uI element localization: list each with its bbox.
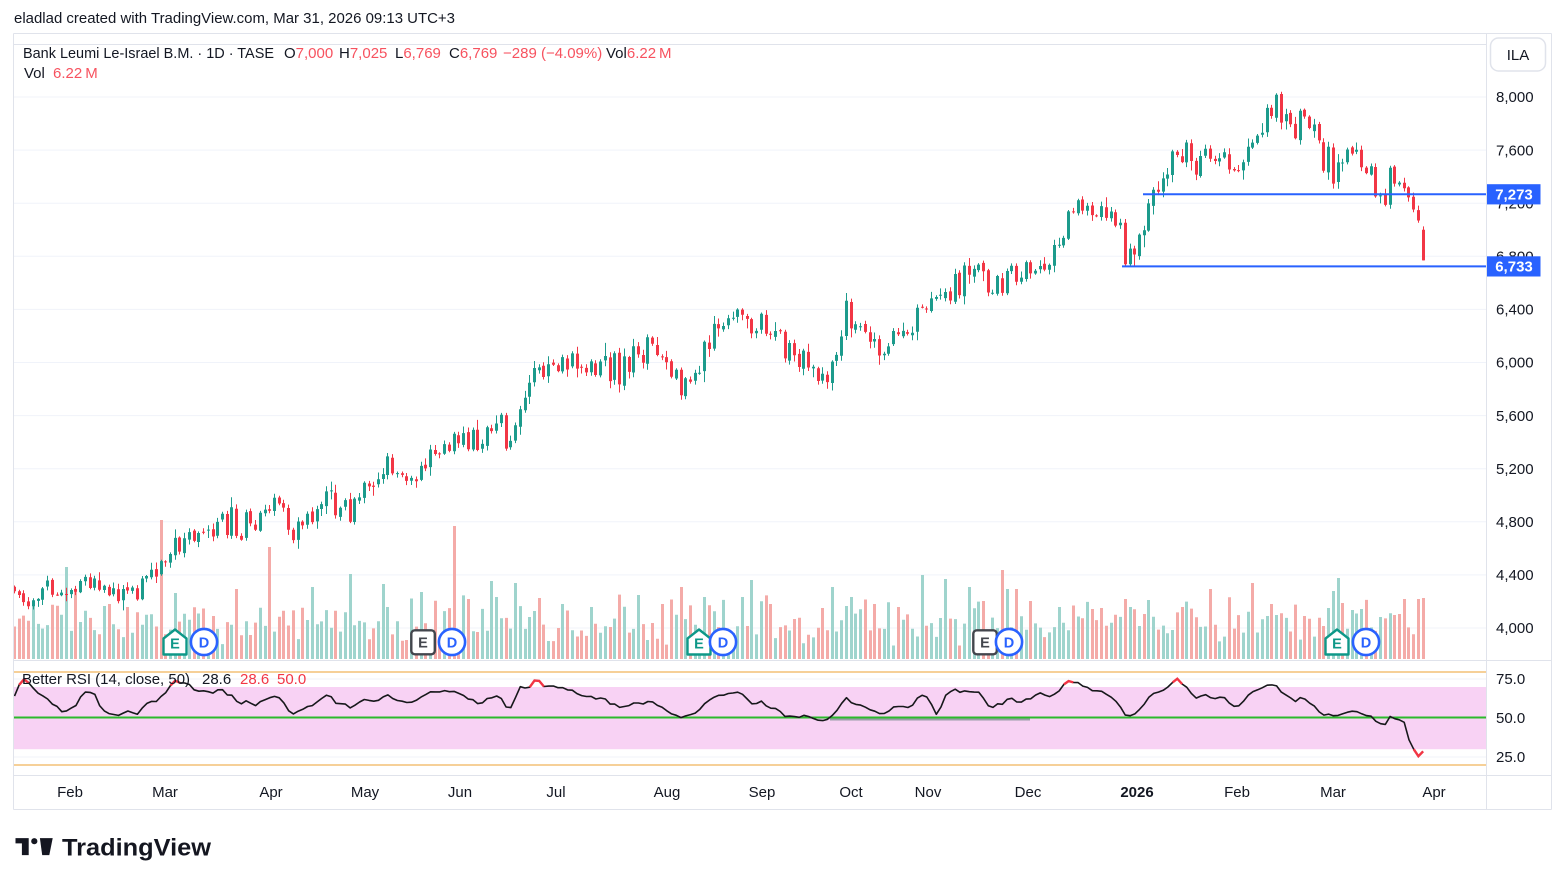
svg-text:5,600: 5,600 — [1496, 408, 1534, 425]
svg-text:eladlad created with TradingVi: eladlad created with TradingView.com, Ma… — [14, 10, 455, 27]
svg-text:Feb: Feb — [57, 784, 83, 801]
svg-text:2026: 2026 — [1120, 784, 1153, 801]
svg-text:50.0: 50.0 — [277, 671, 306, 688]
svg-text:6,733: 6,733 — [1495, 259, 1533, 276]
svg-text:ILA: ILA — [1507, 47, 1530, 64]
svg-text:Dec: Dec — [1015, 784, 1042, 801]
svg-text:D: D — [447, 636, 457, 652]
svg-text:TradingView: TradingView — [62, 835, 211, 862]
svg-text:L6,769: L6,769 — [395, 45, 441, 62]
svg-text:28.6: 28.6 — [202, 671, 231, 688]
svg-text:O7,000: O7,000 — [284, 45, 333, 62]
svg-text:5,200: 5,200 — [1496, 461, 1534, 478]
svg-text:75.0: 75.0 — [1496, 671, 1525, 688]
svg-text:4,400: 4,400 — [1496, 567, 1534, 584]
svg-text:Feb: Feb — [1224, 784, 1250, 801]
svg-text:25.0: 25.0 — [1496, 749, 1525, 766]
svg-text:D: D — [718, 636, 728, 652]
svg-text:E: E — [694, 637, 704, 653]
svg-text:H7,025: H7,025 — [339, 45, 387, 62]
svg-text:Jun: Jun — [448, 784, 472, 801]
svg-text:7,600: 7,600 — [1496, 142, 1534, 159]
svg-text:Apr: Apr — [1422, 784, 1445, 801]
svg-text:Vol6.22 M: Vol6.22 M — [606, 45, 672, 62]
svg-text:E: E — [418, 636, 428, 652]
svg-text:Nov: Nov — [915, 784, 942, 801]
svg-text:Apr: Apr — [259, 784, 282, 801]
svg-text:7,273: 7,273 — [1495, 187, 1533, 204]
svg-text:6.22 M: 6.22 M — [53, 65, 98, 82]
svg-text:28.6: 28.6 — [240, 671, 269, 688]
svg-text:−289 (−4.09%): −289 (−4.09%) — [503, 45, 602, 62]
svg-text:D: D — [1361, 636, 1371, 652]
svg-text:Better RSI (14, close, 50): Better RSI (14, close, 50) — [22, 671, 190, 688]
svg-text:Sep: Sep — [749, 784, 776, 801]
svg-text:Aug: Aug — [654, 784, 681, 801]
svg-text:E: E — [980, 636, 990, 652]
svg-text:50.0: 50.0 — [1496, 710, 1525, 727]
svg-text:D: D — [1004, 636, 1014, 652]
svg-text:Vol: Vol — [24, 65, 45, 82]
svg-text:D: D — [199, 636, 209, 652]
svg-text:Jul: Jul — [546, 784, 565, 801]
svg-text:Bank Leumi Le-Israel B.M. · 1D: Bank Leumi Le-Israel B.M. · 1D · TASE — [23, 45, 274, 62]
svg-text:E: E — [170, 637, 180, 653]
svg-text:4,000: 4,000 — [1496, 620, 1534, 637]
svg-text:C6,769: C6,769 — [449, 45, 497, 62]
svg-text:6,000: 6,000 — [1496, 355, 1534, 372]
svg-text:Mar: Mar — [1320, 784, 1346, 801]
svg-text:E: E — [1332, 637, 1342, 653]
svg-text:Oct: Oct — [839, 784, 863, 801]
svg-text:6,400: 6,400 — [1496, 302, 1534, 319]
svg-text:May: May — [351, 784, 380, 801]
svg-text:8,000: 8,000 — [1496, 89, 1534, 106]
svg-text:4,800: 4,800 — [1496, 514, 1534, 531]
svg-text:Mar: Mar — [152, 784, 178, 801]
